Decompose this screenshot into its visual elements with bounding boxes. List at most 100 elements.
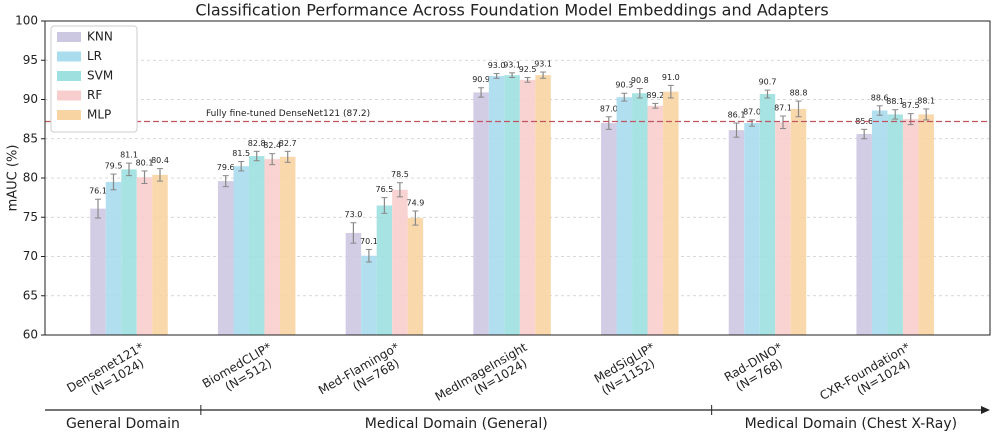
bar — [856, 134, 872, 335]
legend-label: MLP — [87, 108, 111, 122]
bar — [535, 75, 551, 335]
bar — [376, 205, 393, 335]
bar — [264, 159, 280, 335]
x-tick-group: MedImageInsight(N=1024) — [433, 340, 530, 404]
reference-label: Fully fine-tuned DenseNet121 (87.2) — [206, 109, 370, 119]
bar — [248, 156, 265, 335]
bar — [918, 114, 934, 335]
domain-label: Medical Domain (General) — [365, 416, 548, 432]
y-tick-label: 90 — [23, 92, 38, 106]
x-tick-group: Rad-DINO*(N=768) — [722, 340, 785, 394]
y-tick-label: 65 — [23, 288, 38, 302]
bar — [632, 93, 648, 335]
bar — [887, 114, 903, 335]
bar — [601, 123, 617, 335]
bar — [121, 169, 137, 335]
y-tick-label: 60 — [23, 328, 38, 342]
bar — [728, 130, 745, 335]
bar — [790, 108, 807, 335]
value-label: 79.6 — [217, 163, 235, 172]
value-label: 87.0 — [600, 104, 618, 113]
x-tick-group: MedSigLIP*(N=1152) — [592, 340, 657, 398]
bar — [616, 97, 633, 336]
y-tick-label: 95 — [23, 53, 38, 67]
y-tick-label: 85 — [23, 131, 38, 145]
legend-swatch — [57, 90, 81, 101]
bar — [759, 94, 776, 335]
value-label: 80.4 — [151, 156, 169, 165]
value-label: 82.7 — [279, 139, 297, 148]
chart-title: Classification Performance Across Founda… — [195, 1, 828, 20]
legend-swatch — [57, 51, 81, 62]
value-label: 87.5 — [902, 101, 920, 110]
bar — [488, 75, 505, 335]
legend-label: KNN — [87, 30, 113, 44]
value-label: 81.1 — [120, 151, 138, 160]
value-label: 76.1 — [89, 187, 107, 196]
value-label: 86.1 — [728, 111, 746, 120]
value-label: 70.1 — [360, 237, 378, 246]
y-axis-label: mAUC (%) — [6, 145, 21, 212]
legend-swatch — [57, 32, 81, 42]
value-label: 82.8 — [248, 139, 266, 148]
legend-swatch — [57, 110, 81, 120]
value-label: 79.5 — [105, 162, 123, 171]
x-tick-group: Densenet121*(N=1024) — [64, 340, 146, 398]
bar — [217, 181, 234, 335]
domain-arrow — [981, 406, 990, 414]
bar — [647, 105, 664, 335]
value-label: 93.1 — [503, 60, 521, 69]
bar — [361, 255, 377, 335]
value-label: 82.4 — [263, 141, 281, 150]
bar — [392, 189, 408, 335]
value-label: 80.1 — [136, 158, 154, 167]
plot-frame — [44, 20, 991, 336]
domain-label: Medical Domain (Chest X-Ray) — [745, 416, 958, 432]
x-tick-group: CXR-Foundation*(N=1024) — [817, 340, 912, 403]
bar — [744, 123, 760, 335]
value-label: 76.5 — [375, 185, 393, 194]
bar — [902, 119, 919, 335]
value-label: 90.8 — [631, 76, 649, 85]
bar — [233, 166, 249, 335]
value-label: 89.2 — [646, 91, 664, 100]
y-tick-label: 75 — [23, 210, 38, 224]
value-label: 88.1 — [917, 96, 935, 105]
legend-label: RF — [87, 88, 102, 102]
value-label: 90.3 — [615, 81, 633, 90]
bar — [345, 232, 362, 335]
legend-label: LR — [87, 49, 102, 63]
bar — [279, 156, 296, 335]
bar — [407, 218, 424, 335]
x-tick-group: Med-Flamingo*(N=768) — [316, 340, 402, 398]
value-label: 73.0 — [344, 210, 362, 219]
bar — [473, 92, 489, 335]
bar — [871, 110, 888, 336]
bar — [105, 181, 122, 335]
bar — [775, 122, 791, 335]
value-label: 90.9 — [472, 75, 490, 84]
legend-label: SVM — [87, 69, 113, 83]
value-label: 81.5 — [232, 149, 250, 158]
domain-label: General Domain — [66, 416, 180, 432]
value-label: 78.5 — [391, 170, 409, 179]
bar — [152, 174, 168, 335]
value-label: 88.8 — [790, 89, 808, 98]
y-tick-label: 100 — [15, 14, 38, 28]
value-label: 87.1 — [774, 103, 792, 112]
value-label: 90.7 — [759, 78, 777, 87]
value-label: 87.0 — [743, 107, 761, 116]
legend-swatch — [57, 71, 81, 81]
value-label: 74.9 — [406, 198, 424, 207]
value-label: 93.1 — [534, 60, 552, 69]
y-tick-label: 70 — [23, 249, 38, 263]
bar — [519, 79, 536, 335]
bar — [90, 208, 106, 335]
value-label: 88.1 — [886, 97, 904, 106]
value-label: 88.6 — [871, 93, 889, 102]
value-label: 93.0 — [488, 61, 506, 70]
value-label: 92.5 — [519, 65, 537, 74]
bar — [136, 177, 153, 335]
bar — [504, 75, 520, 335]
